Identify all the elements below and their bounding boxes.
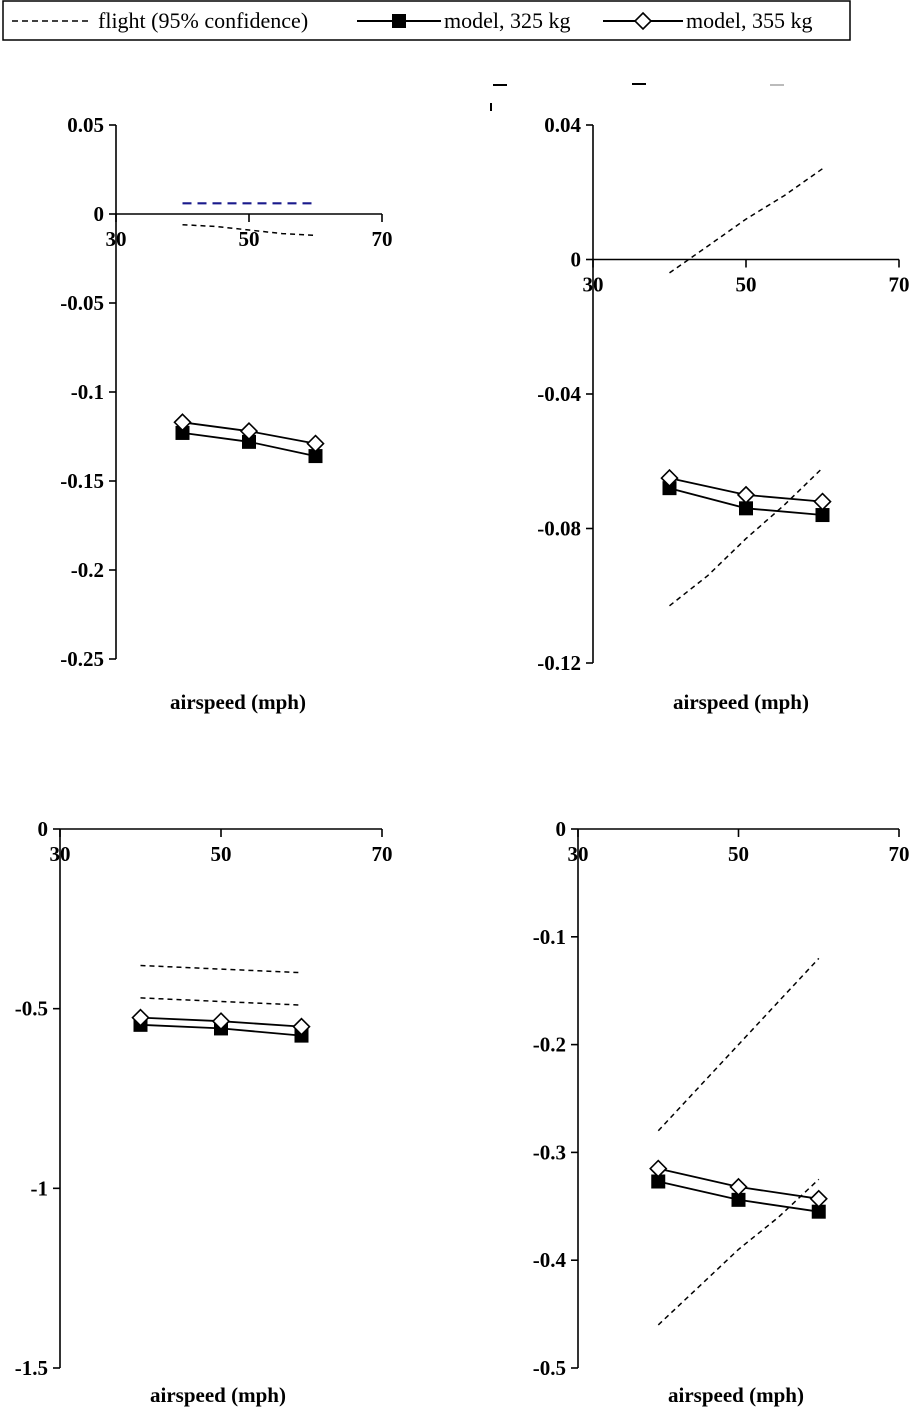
y-tick-label: -0.25 (60, 647, 104, 671)
data-point-model-325 (242, 434, 256, 449)
x-axis-title: airspeed (mph) (170, 690, 306, 714)
series-line-flight-confidence (657, 1178, 820, 1326)
legend-marker-filled-square (392, 14, 406, 28)
y-tick-label: -1.5 (15, 1356, 48, 1380)
x-tick-label: 30 (583, 273, 604, 297)
series-line-flight-confidence (657, 957, 820, 1132)
y-tick-label: -0.15 (60, 469, 104, 493)
y-tick-label: 0.05 (67, 113, 104, 137)
x-tick-label: 70 (372, 842, 393, 866)
data-point-model-355 (173, 413, 192, 432)
x-axis-title: airspeed (mph) (673, 690, 809, 714)
x-tick-label: 50 (239, 227, 260, 251)
legend-marker-open-diamond (633, 11, 653, 31)
data-point-model-355 (239, 422, 259, 441)
data-point-model-325 (175, 425, 190, 440)
y-tick-label: -0.1 (71, 380, 104, 404)
data-point-model-325 (308, 449, 323, 464)
data-point-model-355 (736, 485, 756, 505)
data-point-model-355 (292, 1017, 311, 1036)
x-tick-label: 30 (106, 227, 127, 251)
series-line-flight-confidence (140, 964, 302, 974)
x-axis-title: airspeed (mph) (668, 1383, 804, 1407)
data-point-model-355 (729, 1177, 748, 1197)
x-tick-label: 30 (50, 842, 71, 866)
data-point-model-355 (660, 468, 679, 488)
data-point-model-355 (813, 492, 832, 511)
series-line-flight-confidence (140, 997, 302, 1006)
y-tick-label: -0.04 (537, 382, 581, 406)
y-tick-label: -0.08 (537, 517, 581, 541)
y-tick-label: -0.12 (537, 651, 581, 675)
y-tick-label: -0.2 (71, 558, 104, 582)
data-point-model-355 (809, 1189, 828, 1208)
y-tick-label: -0.3 (533, 1140, 566, 1164)
y-tick-label: 0 (38, 817, 49, 841)
y-tick-label: 0 (556, 817, 567, 841)
series-line-flight-confidence (182, 223, 316, 237)
data-point-model-355 (306, 434, 325, 453)
series-line-flight-confidence (669, 168, 823, 274)
chart-panel-2: 0.04 0 -0.04 -0.08 -0.12 30 50 70 airspeed (mph) (537, 113, 909, 714)
data-point-model-325 (811, 1204, 826, 1219)
y-tick-label: -0.5 (15, 997, 48, 1021)
chart-panel-3: 0 -0.5 -1 -1.5 30 50 70 airspeed (mph) (15, 817, 393, 1407)
data-point-model-325 (731, 1192, 746, 1207)
x-tick-label: 50 (728, 842, 749, 866)
x-tick-label: 70 (372, 227, 393, 251)
y-tick-label: -0.5 (533, 1356, 566, 1380)
y-tick-label: -0.05 (60, 291, 104, 315)
legend: flight (95% confidence) model, 325 kg mo… (2, 0, 851, 41)
y-tick-label: 0 (94, 202, 105, 226)
legend-label-model-325: model, 325 kg (444, 8, 571, 33)
x-axis-title: airspeed (mph) (150, 1383, 286, 1407)
x-tick-label: 70 (889, 273, 910, 297)
y-tick-label: -0.1 (533, 925, 566, 949)
data-point-model-355 (211, 1012, 231, 1031)
x-tick-label: 50 (211, 842, 232, 866)
chart-panel-4: 0 -0.1 -0.2 -0.3 -0.4 -0.5 30 50 70 airspeed (mph… (533, 817, 910, 1407)
chart-panel-1: 0.05 0 -0.05 -0.1 -0.15 -0.2 -0.25 30 50 70 airspe… (60, 113, 392, 714)
x-tick-label: 70 (889, 842, 910, 866)
data-point-model-355 (649, 1159, 668, 1178)
header-stub-marks (490, 83, 646, 111)
x-tick-label: 30 (568, 842, 589, 866)
x-tick-label: 50 (736, 273, 757, 297)
y-tick-label: -1 (31, 1176, 49, 1200)
data-point-model-325 (739, 501, 753, 516)
data-point-model-325 (815, 508, 830, 523)
y-tick-label: 0 (571, 248, 582, 272)
y-tick-label: -0.4 (533, 1248, 567, 1272)
legend-label-flight: flight (95% confidence) (98, 8, 308, 33)
data-point-model-325 (662, 481, 677, 496)
data-point-model-355 (131, 1008, 150, 1027)
y-tick-label: 0.04 (544, 113, 581, 137)
legend-label-model-355: model, 355 kg (686, 8, 813, 33)
data-point-model-325 (651, 1174, 666, 1189)
panels: 0.05 0 -0.05 -0.1 -0.15 -0.2 -0.25 30 50 70 airspe… (15, 113, 910, 1407)
y-tick-label: -0.2 (533, 1033, 566, 1057)
series-line-flight-confidence (669, 467, 824, 607)
